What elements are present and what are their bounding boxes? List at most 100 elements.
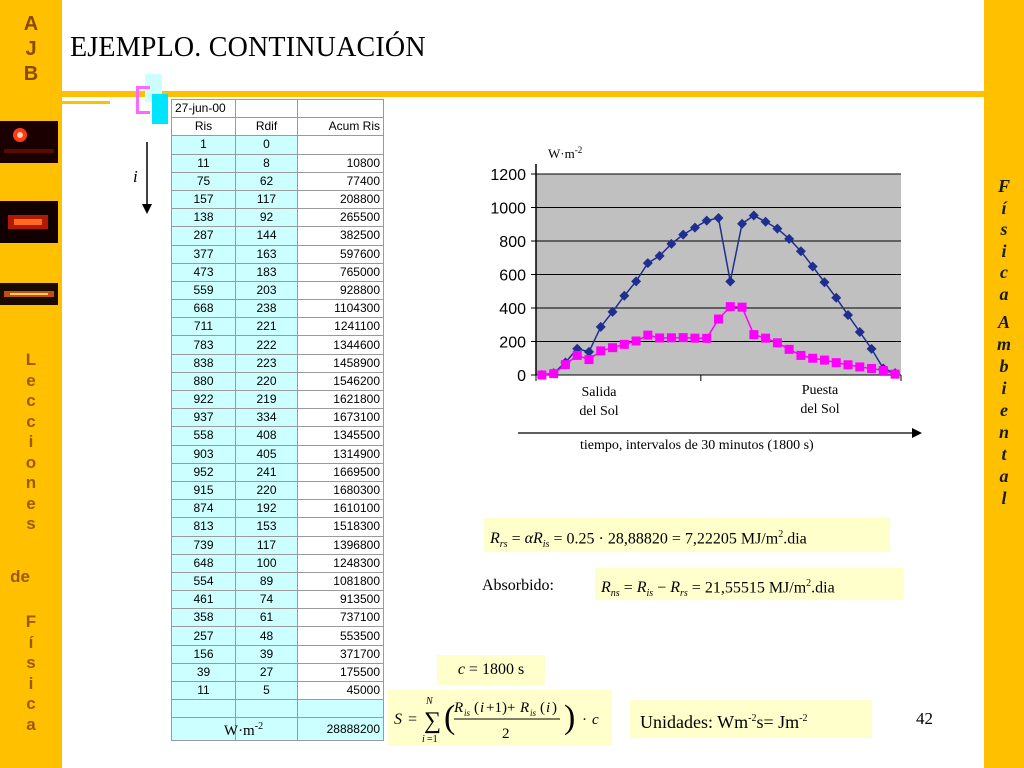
svg-text:c: c [592, 712, 599, 728]
table-row: 739 117 1396800 [171, 535, 384, 555]
x-axis-label: tiempo, intervalos de 30 minutos (1800 s… [580, 438, 814, 453]
right-word1-letter: F [997, 176, 1010, 196]
y-tick-label: 600 [499, 268, 526, 285]
thumbnail-sun [0, 121, 58, 163]
table-cell: 208800 [297, 189, 384, 210]
table-cell: 1518300 [297, 517, 384, 537]
table-cell: 92 [235, 208, 298, 228]
data-point [690, 333, 700, 343]
table-cell: 711 [171, 317, 236, 337]
table-cell: 1610100 [297, 499, 384, 519]
table-cell: 156 [171, 644, 236, 664]
svg-text:R: R [453, 700, 463, 716]
table-row: 952 241 1669500 [171, 462, 384, 482]
table-cell: 668 [171, 299, 236, 319]
data-point [878, 365, 888, 375]
table-row: 358 61 737100 [171, 608, 384, 628]
table-cell: 813 [171, 517, 236, 537]
table-cell [171, 699, 236, 719]
table-cell: 1621800 [297, 389, 384, 410]
series-letter: e [26, 370, 36, 390]
right-word1-letter: a [999, 283, 1009, 304]
formula-interval-value: = 1800 s [468, 661, 525, 678]
data-point [831, 358, 841, 368]
data-point [619, 290, 630, 301]
data-point [725, 276, 736, 287]
table-cell: 0 [235, 135, 298, 155]
data-point [760, 216, 771, 227]
table-cell: 5 [235, 680, 298, 701]
units-exp-1: -2 [748, 713, 757, 724]
table-cell: 238 [235, 299, 298, 319]
data-point [631, 276, 642, 287]
page-title: EJEMPLO. CONTINUACIÓN [70, 32, 426, 63]
table-row [171, 699, 384, 719]
table-cell: 371700 [297, 644, 384, 664]
data-point [796, 350, 806, 360]
table-cell: 1241100 [297, 317, 384, 337]
table-cell: 183 [235, 262, 298, 282]
table-cell: 952 [171, 462, 236, 482]
table-cell: 1546200 [297, 371, 384, 392]
series-letter: o [25, 452, 37, 472]
table-cell: 77400 [297, 171, 384, 191]
svg-text:R: R [519, 700, 529, 716]
svg-text:=: = [408, 711, 417, 728]
table-cell: 220 [235, 371, 298, 392]
svg-text:(: ( [540, 700, 545, 716]
table-row: 813 153 1518300 [171, 517, 384, 537]
svg-text:(: ( [444, 699, 455, 736]
data-point [819, 355, 829, 365]
table-cell [297, 98, 384, 119]
table-cell: 10800 [297, 153, 384, 173]
table-cell: 739 [171, 535, 236, 555]
table-cell: 1396800 [297, 535, 384, 555]
table-cell: 265500 [297, 208, 384, 228]
table-cell: 358 [171, 608, 236, 628]
sum-formula-graphic: S = ∑ N i =1 ( R is ( i +1)+ R is ( i ) … [394, 696, 599, 745]
table-row: 711 221 1241100 [171, 317, 384, 337]
table-cell: 153 [235, 517, 298, 537]
table-cell: 1104300 [297, 299, 384, 319]
formula-reflected-exp: 2 [778, 529, 784, 540]
right-word2-letter: m [996, 334, 1011, 354]
table-row: 287 144 382500 [171, 226, 384, 246]
right-word2-letter: b [999, 356, 1009, 376]
table-cell: 1248300 [297, 553, 384, 573]
table-unit-exp: -2 [254, 721, 264, 733]
series-letter: s [26, 514, 36, 533]
y-tick-label: 200 [499, 335, 526, 352]
table-cell: 117 [235, 189, 298, 210]
table-cell: 11 [171, 153, 236, 173]
y-axis-label: W·m-2 [548, 145, 582, 161]
table-cell: 903 [171, 444, 236, 464]
table-row: 156 39 371700 [171, 644, 384, 664]
table-cell: 382500 [297, 226, 384, 246]
table-cell: 559 [171, 280, 236, 301]
page-number: 42 [916, 709, 933, 728]
table-row: 75 62 77400 [171, 171, 384, 191]
table-cell: 334 [235, 408, 298, 428]
data-point [890, 369, 900, 379]
svg-text:N: N [425, 696, 434, 707]
data-point [642, 258, 653, 269]
title-underline [62, 91, 984, 97]
data-point [866, 343, 877, 354]
sunset-annotation: Puesta [802, 383, 839, 398]
sunrise-annotation: del Sol [579, 404, 618, 419]
svg-text:(: ( [474, 700, 479, 716]
y-tick-label: 0 [517, 368, 526, 385]
table-cell: 192 [235, 499, 298, 519]
connector-letter: e [20, 567, 30, 586]
table-cell: 74 [235, 590, 298, 610]
table-cell: 838 [171, 353, 236, 373]
series-letter: n [25, 473, 37, 492]
formula-absorbed-tail: .dia [811, 579, 835, 597]
data-point [702, 333, 712, 343]
right-word2-letter: i [1001, 378, 1007, 398]
table-cell: 89 [235, 571, 298, 592]
table-row: 554 89 1081800 [171, 571, 384, 592]
table-row: 937 334 1673100 [171, 408, 384, 428]
unit-cell: W·m-2 [171, 717, 263, 742]
